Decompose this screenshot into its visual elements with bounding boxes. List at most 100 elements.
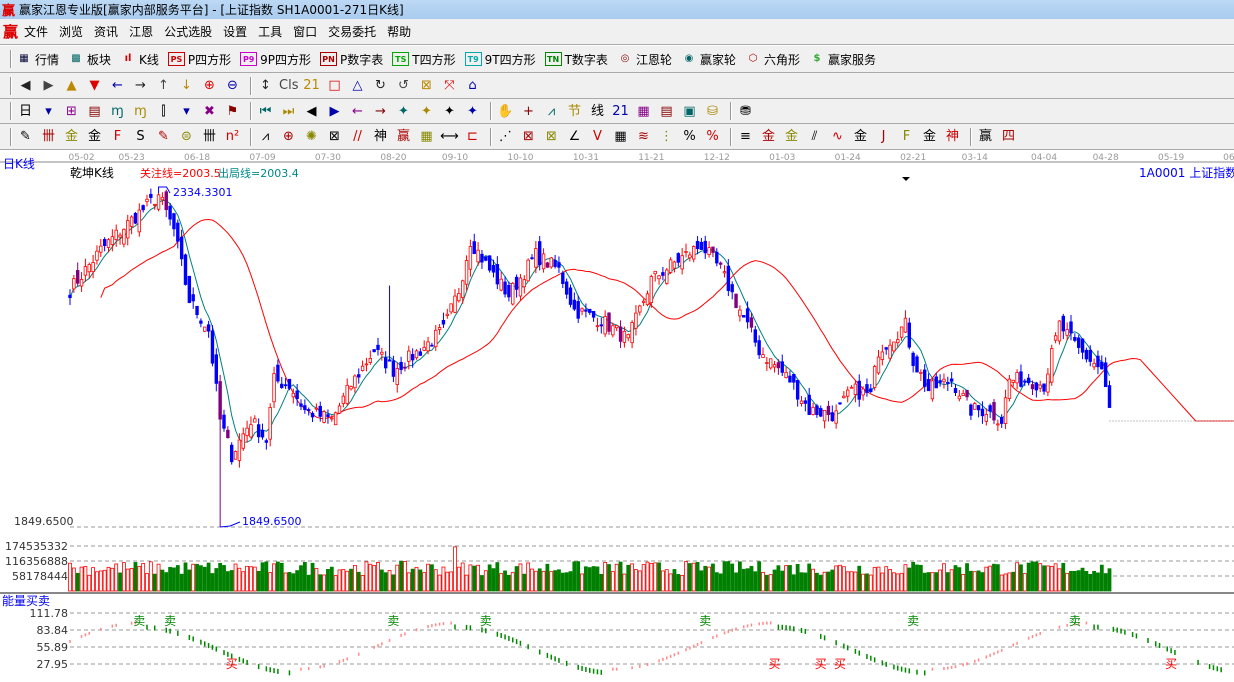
toolbar_draw-button-22[interactable]: ⊠ — [546, 129, 557, 144]
toolbar-button-11[interactable]: ⬡ 六角形 — [745, 51, 800, 68]
toolbar_draw-button-34[interactable]: ∿ — [832, 129, 843, 144]
toolbar_period-button-17[interactable]: ✦ — [421, 103, 432, 119]
toolbar_nav-button-7[interactable]: ↓ — [181, 78, 192, 93]
toolbar-button-8[interactable]: TN T数字表 — [544, 51, 608, 68]
toolbar_period-button-29[interactable]: ⛁ — [707, 103, 718, 119]
toolbar_nav-button-0[interactable]: ◀ — [20, 78, 31, 93]
toolbar_period-button-3[interactable]: ▤ — [88, 103, 101, 119]
toolbar_nav-button-11[interactable]: Cls — [279, 78, 299, 93]
toolbar_draw-button-27[interactable]: ⋮ — [660, 129, 673, 144]
toolbar_draw-button-31[interactable]: 金 — [761, 129, 775, 144]
toolbar_period-button-30[interactable]: ⛃ — [740, 103, 751, 119]
toolbar_nav-button-10[interactable]: ↕ — [260, 78, 271, 93]
toolbar-button-4[interactable]: P9 9P四方形 — [240, 51, 311, 68]
toolbar_period-button-12[interactable]: ◀ — [306, 103, 317, 119]
menu-item-1[interactable]: 浏览 — [59, 25, 84, 39]
toolbar_period-button-18[interactable]: ✦ — [444, 103, 455, 119]
toolbar_draw-button-17[interactable]: ▦ — [420, 129, 433, 144]
toolbar_nav-button-5[interactable]: → — [135, 78, 146, 93]
toolbar_draw-button-4[interactable]: F — [113, 129, 122, 144]
toolbar_draw-button-38[interactable]: 金 — [922, 129, 936, 144]
toolbar_period-button-26[interactable]: ▦ — [637, 103, 650, 119]
menu-item-6[interactable]: 工具 — [258, 25, 283, 39]
toolbar_draw-button-24[interactable]: V — [593, 129, 602, 144]
toolbar_draw-button-36[interactable]: J — [881, 129, 886, 144]
toolbar_period-button-8[interactable]: ✖ — [204, 103, 215, 119]
toolbar_draw-button-7[interactable]: ⊜ — [181, 129, 192, 144]
toolbar_draw-button-23[interactable]: ∠ — [568, 129, 581, 144]
toolbar_period-button-6[interactable]: ⫿ — [161, 103, 166, 119]
toolbar_nav-button-18[interactable]: ⤧ — [444, 78, 455, 93]
menu-item-8[interactable]: 交易委托 — [328, 25, 377, 39]
toolbar_draw-button-1[interactable]: 卌 — [41, 129, 55, 144]
toolbar_draw-button-32[interactable]: 金 — [784, 129, 798, 144]
toolbar_draw-button-18[interactable]: ⟷ — [440, 129, 459, 144]
toolbar_draw-button-26[interactable]: ≋ — [638, 129, 649, 144]
toolbar_period-button-25[interactable]: 21 — [612, 103, 629, 119]
toolbar_nav-button-13[interactable]: □ — [328, 78, 341, 93]
toolbar_nav-button-17[interactable]: ⊠ — [421, 78, 432, 93]
toolbar_period-button-1[interactable]: ▾ — [45, 103, 52, 119]
toolbar-button-3[interactable]: PS P四方形 — [167, 51, 231, 68]
toolbar_nav-button-6[interactable]: ↑ — [158, 78, 169, 93]
toolbar_draw-button-19[interactable]: ⊏ — [467, 129, 478, 144]
toolbar_draw-button-2[interactable]: 金 — [64, 129, 78, 144]
toolbar_draw-button-37[interactable]: F — [902, 129, 911, 144]
toolbar_draw-button-16[interactable]: 赢 — [396, 129, 410, 144]
toolbar_nav-button-4[interactable]: ← — [112, 78, 123, 93]
toolbar_draw-button-13[interactable]: ⊠ — [329, 129, 340, 144]
toolbar_draw-button-3[interactable]: 金 — [87, 129, 101, 144]
toolbar_period-button-13[interactable]: ▶ — [329, 103, 340, 119]
toolbar_nav-button-1[interactable]: ▶ — [43, 78, 54, 93]
toolbar_period-button-2[interactable]: ⊞ — [66, 103, 77, 119]
menu-item-2[interactable]: 资讯 — [94, 25, 119, 39]
toolbar_nav-button-19[interactable]: ⌂ — [468, 78, 477, 93]
toolbar_nav-button-15[interactable]: ↻ — [375, 78, 386, 93]
toolbar_draw-button-40[interactable]: 赢 — [978, 129, 992, 144]
toolbar_period-button-24[interactable]: 线 — [590, 103, 604, 119]
toolbar_draw-button-39[interactable]: 神 — [945, 129, 959, 144]
toolbar_nav-button-8[interactable]: ⊕ — [204, 78, 215, 93]
menu-item-5[interactable]: 设置 — [223, 25, 248, 39]
toolbar_draw-button-29[interactable]: % — [706, 129, 719, 144]
toolbar-button-1[interactable]: ▩ 板块 — [68, 51, 111, 68]
menu-item-9[interactable]: 帮助 — [387, 25, 412, 39]
toolbar_draw-button-9[interactable]: n² — [225, 129, 240, 144]
toolbar-button-10[interactable]: ◉ 赢家轮 — [681, 51, 736, 68]
toolbar_period-button-14[interactable]: ← — [352, 103, 363, 119]
toolbar_draw-button-15[interactable]: 神 — [373, 129, 387, 144]
toolbar_nav-button-2[interactable]: ▲ — [66, 78, 77, 93]
toolbar-button-9[interactable]: ◎ 江恩轮 — [617, 51, 672, 68]
toolbar_period-button-27[interactable]: ▤ — [660, 103, 673, 119]
toolbar_draw-button-5[interactable]: S — [136, 129, 145, 144]
toolbar_draw-button-28[interactable]: % — [683, 129, 696, 144]
toolbar-button-0[interactable]: ▦ 行情 — [16, 51, 59, 68]
toolbar_draw-button-20[interactable]: ⋰ — [499, 129, 512, 144]
toolbar_period-button-28[interactable]: ▣ — [683, 103, 696, 119]
toolbar_period-button-16[interactable]: ✦ — [398, 103, 409, 119]
chart-canvas[interactable]: 05-02 05-23 06-18 07-09 07-30 08-20 09-10 10-10… — [0, 150, 1234, 679]
toolbar_period-button-10[interactable]: ⏮ — [259, 103, 272, 119]
toolbar_period-button-19[interactable]: ✦ — [467, 103, 478, 119]
toolbar_draw-button-21[interactable]: ⊠ — [523, 129, 534, 144]
toolbar-button-6[interactable]: TS T四方形 — [392, 51, 456, 68]
menu-item-0[interactable]: 文件 — [24, 25, 49, 39]
toolbar_period-button-4[interactable]: ɱ — [111, 103, 124, 119]
toolbar_draw-button-14[interactable]: // — [353, 129, 362, 144]
toolbar_period-button-21[interactable]: + — [523, 103, 534, 119]
toolbar-button-5[interactable]: PN P数字表 — [320, 51, 383, 68]
toolbar_period-button-23[interactable]: 节 — [567, 103, 581, 119]
toolbar_nav-button-14[interactable]: △ — [352, 78, 363, 93]
kline-chart[interactable]: 05-02 05-23 06-18 07-09 07-30 08-20 09-10 10-10… — [0, 150, 1234, 679]
toolbar_period-button-22[interactable]: ⩘ — [547, 103, 556, 119]
toolbar_draw-button-12[interactable]: ✺ — [306, 129, 317, 144]
toolbar_nav-button-3[interactable]: ▼ — [89, 78, 100, 93]
toolbar-button-2[interactable]: ıl K线 — [120, 51, 159, 68]
toolbar_period-button-0[interactable]: 日 — [18, 103, 32, 119]
toolbar_draw-button-10[interactable]: ⩘ — [261, 129, 270, 144]
toolbar_period-button-5[interactable]: ɱ — [134, 103, 147, 119]
toolbar-button-7[interactable]: T9 9T四方形 — [464, 51, 536, 68]
toolbar_period-button-15[interactable]: → — [375, 103, 386, 119]
menu-item-4[interactable]: 公式选股 — [164, 25, 213, 39]
toolbar_period-button-11[interactable]: ⏭ — [282, 103, 295, 119]
